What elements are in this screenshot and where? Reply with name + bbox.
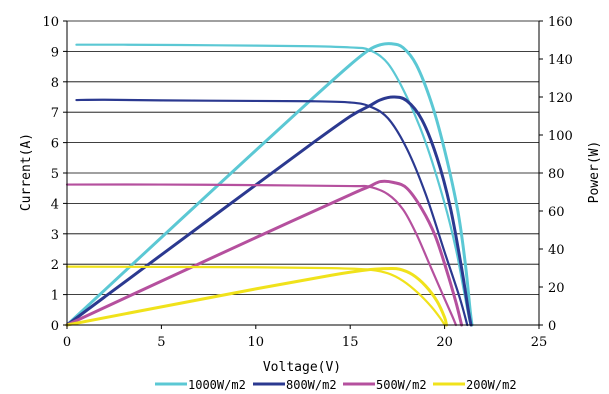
y-right-tick-label: 140	[548, 53, 573, 68]
x-tick-label: 5	[157, 335, 165, 350]
legend-label-200w-m2: 200W/m2	[466, 378, 517, 392]
y-left-tick-label: 7	[51, 106, 59, 121]
y-left-axis-title: Current(A)	[19, 133, 34, 211]
y-right-tick-label: 40	[548, 243, 565, 258]
y-left-tick-label: 4	[51, 197, 59, 212]
y-right-tick-label: 120	[548, 91, 573, 106]
y-right-tick-label: 100	[548, 129, 573, 144]
y-left-tick-label: 0	[51, 319, 59, 334]
x-tick-label: 15	[342, 335, 359, 350]
y-left-tick-label: 5	[51, 167, 59, 182]
x-tick-label: 25	[531, 335, 548, 350]
pv-curve-200w-m2	[67, 268, 446, 325]
legend-label-1000w-m2: 1000W/m2	[188, 378, 246, 392]
legend: 1000W/m2 800W/m2 500W/m2 200W/m2	[155, 378, 517, 392]
legend-label-500w-m2: 500W/m2	[376, 378, 427, 392]
x-axis-title: Voltage(V)	[263, 360, 341, 375]
iv-curve-200w-m2	[67, 267, 445, 325]
y-left-tick-label: 2	[51, 258, 59, 273]
y-left-tick-label: 6	[51, 137, 59, 152]
x-tick-label: 10	[248, 335, 265, 350]
y-right-tick-label: 60	[548, 205, 565, 220]
y-left-tick-label: 10	[42, 15, 59, 30]
x-tick-label: 0	[63, 335, 71, 350]
curves	[67, 44, 472, 325]
y-right-axis-title: Power(W)	[587, 141, 602, 204]
y-right-tick-label: 80	[548, 167, 565, 182]
gridlines	[67, 21, 539, 295]
x-tick-label: 20	[436, 335, 453, 350]
y-left-tick-label: 9	[51, 45, 59, 60]
iv-curve-500w-m2	[67, 185, 456, 325]
y-right-tick-label: 160	[548, 15, 573, 30]
legend-label-800w-m2: 800W/m2	[286, 378, 337, 392]
y-right-tick-label: 0	[548, 319, 556, 334]
y-left-tick-label: 3	[51, 228, 59, 243]
y-left-tick-label: 1	[51, 289, 59, 304]
y-right-tick-label: 20	[548, 281, 565, 296]
iv-curve-800w-m2	[76, 100, 467, 325]
pv-curve-800w-m2	[67, 97, 471, 325]
pv-curve-500w-m2	[67, 181, 462, 325]
y-left-tick-label: 8	[51, 76, 59, 91]
axes	[63, 21, 543, 329]
